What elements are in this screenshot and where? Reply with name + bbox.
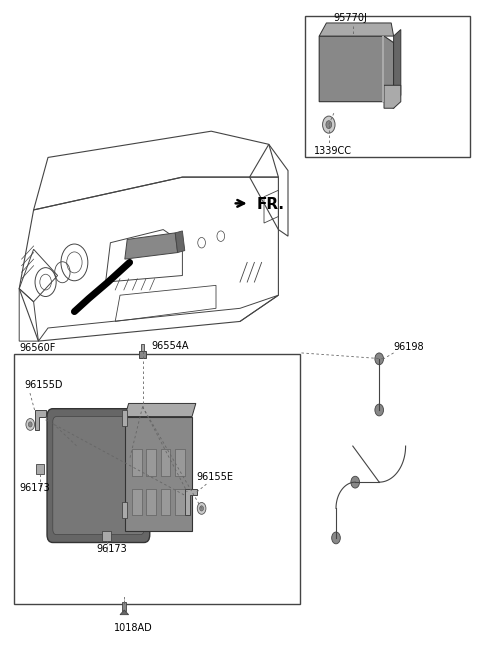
Polygon shape (319, 23, 394, 36)
Text: 96198: 96198 (394, 342, 424, 352)
Polygon shape (394, 30, 401, 108)
Polygon shape (102, 531, 111, 541)
Polygon shape (139, 351, 146, 358)
Polygon shape (35, 410, 46, 430)
Polygon shape (384, 85, 401, 108)
Polygon shape (125, 417, 192, 531)
Circle shape (200, 506, 204, 511)
Bar (146, 489, 156, 515)
Text: 95770J: 95770J (334, 13, 368, 23)
Polygon shape (125, 403, 196, 417)
Polygon shape (185, 489, 197, 515)
Polygon shape (122, 602, 126, 611)
Polygon shape (120, 610, 129, 615)
Polygon shape (141, 344, 144, 351)
Circle shape (351, 476, 360, 488)
Polygon shape (36, 464, 44, 474)
Circle shape (197, 502, 206, 514)
Text: 1339CC: 1339CC (314, 146, 352, 156)
Text: 96173: 96173 (96, 544, 127, 554)
Text: 96173: 96173 (19, 483, 50, 493)
Bar (305, 16, 470, 157)
Bar (161, 489, 170, 515)
Bar (146, 449, 156, 476)
Polygon shape (125, 233, 178, 259)
Polygon shape (319, 36, 394, 108)
Text: FR.: FR. (257, 197, 285, 212)
Polygon shape (382, 36, 384, 102)
Text: 96554A: 96554A (151, 341, 189, 352)
Circle shape (26, 419, 35, 430)
Bar (175, 449, 185, 476)
Circle shape (323, 116, 335, 133)
Bar (132, 449, 142, 476)
Polygon shape (122, 502, 127, 518)
Circle shape (375, 404, 384, 416)
Text: 1018AD: 1018AD (114, 623, 153, 633)
Circle shape (332, 532, 340, 544)
Polygon shape (122, 410, 127, 426)
Circle shape (326, 121, 332, 129)
Circle shape (28, 422, 32, 427)
Text: 96560F: 96560F (19, 343, 56, 353)
Bar (14, 354, 300, 604)
Text: 96155E: 96155E (197, 472, 234, 482)
FancyBboxPatch shape (47, 409, 150, 543)
Bar (175, 489, 185, 515)
Polygon shape (175, 231, 185, 253)
FancyBboxPatch shape (53, 417, 144, 535)
Circle shape (375, 353, 384, 365)
Bar (161, 449, 170, 476)
Bar (132, 489, 142, 515)
Text: 96155D: 96155D (24, 380, 62, 390)
